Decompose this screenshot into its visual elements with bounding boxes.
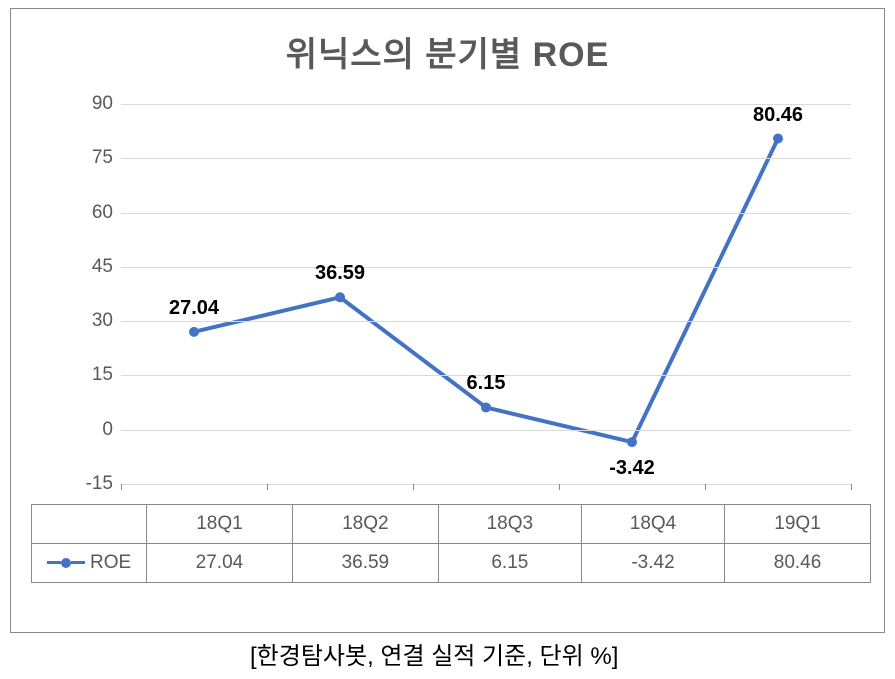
data-marker: [627, 437, 637, 447]
line-series-svg: [121, 104, 851, 484]
table-category-cell: 18Q2: [292, 505, 438, 544]
data-table: 18Q118Q218Q318Q419Q1 ROE 27.0436.596.15-…: [31, 504, 871, 583]
x-tick: [121, 484, 122, 490]
y-tick-label: 15: [73, 364, 113, 386]
table-data-row: ROE 27.0436.596.15-3.4280.46: [32, 544, 871, 583]
header-blank-cell: [32, 505, 147, 544]
data-marker: [773, 134, 783, 144]
chart-title: 위닉스의 분기별 ROE: [11, 27, 884, 76]
table-value-cell: 27.04: [147, 544, 293, 583]
y-tick-label: 30: [73, 310, 113, 332]
legend-marker-icon: [61, 558, 71, 568]
table-category-cell: 18Q1: [147, 505, 293, 544]
y-tick-label: 90: [73, 93, 113, 115]
caption: [한경탐사봇, 연결 실적 기준, 단위 %]: [250, 636, 618, 671]
data-marker: [189, 327, 199, 337]
data-label: 36.59: [315, 262, 365, 285]
legend-cell: ROE: [32, 544, 147, 583]
gridline: [121, 213, 851, 214]
gridline: [121, 321, 851, 322]
data-label: 6.15: [467, 372, 506, 395]
data-marker: [335, 292, 345, 302]
data-label: -3.42: [609, 457, 655, 480]
x-tick: [267, 484, 268, 490]
table-header-row: 18Q118Q218Q318Q419Q1: [32, 505, 871, 544]
series-line: [194, 139, 778, 443]
data-label: 27.04: [169, 297, 219, 320]
plot-area: -15015304560759027.0436.596.15-3.4280.46: [121, 104, 851, 484]
y-tick-label: 75: [73, 147, 113, 169]
legend-swatch: [47, 558, 85, 568]
x-tick: [705, 484, 706, 490]
y-tick-label: -15: [73, 473, 113, 495]
data-label: 80.46: [753, 104, 803, 127]
legend-line-icon: [71, 561, 85, 564]
table-value-cell: 36.59: [292, 544, 438, 583]
y-tick-label: 60: [73, 202, 113, 224]
gridline: [121, 484, 851, 485]
y-tick-label: 0: [73, 419, 113, 441]
table-category-cell: 18Q3: [438, 505, 581, 544]
table-value-cell: 80.46: [725, 544, 871, 583]
gridline: [121, 104, 851, 105]
table-value-cell: 6.15: [438, 544, 581, 583]
chart-container: 위닉스의 분기별 ROE -15015304560759027.0436.596…: [0, 0, 895, 679]
gridline: [121, 267, 851, 268]
legend-label: ROE: [90, 552, 131, 573]
data-marker: [481, 402, 491, 412]
x-tick: [559, 484, 560, 490]
table-category-cell: 18Q4: [581, 505, 724, 544]
table-value-cell: -3.42: [581, 544, 724, 583]
y-tick-label: 45: [73, 256, 113, 278]
gridline: [121, 430, 851, 431]
table-category-cell: 19Q1: [725, 505, 871, 544]
x-tick: [413, 484, 414, 490]
x-tick: [851, 484, 852, 490]
gridline: [121, 158, 851, 159]
chart-box: 위닉스의 분기별 ROE -15015304560759027.0436.596…: [10, 8, 885, 633]
legend-line-icon: [47, 561, 61, 564]
